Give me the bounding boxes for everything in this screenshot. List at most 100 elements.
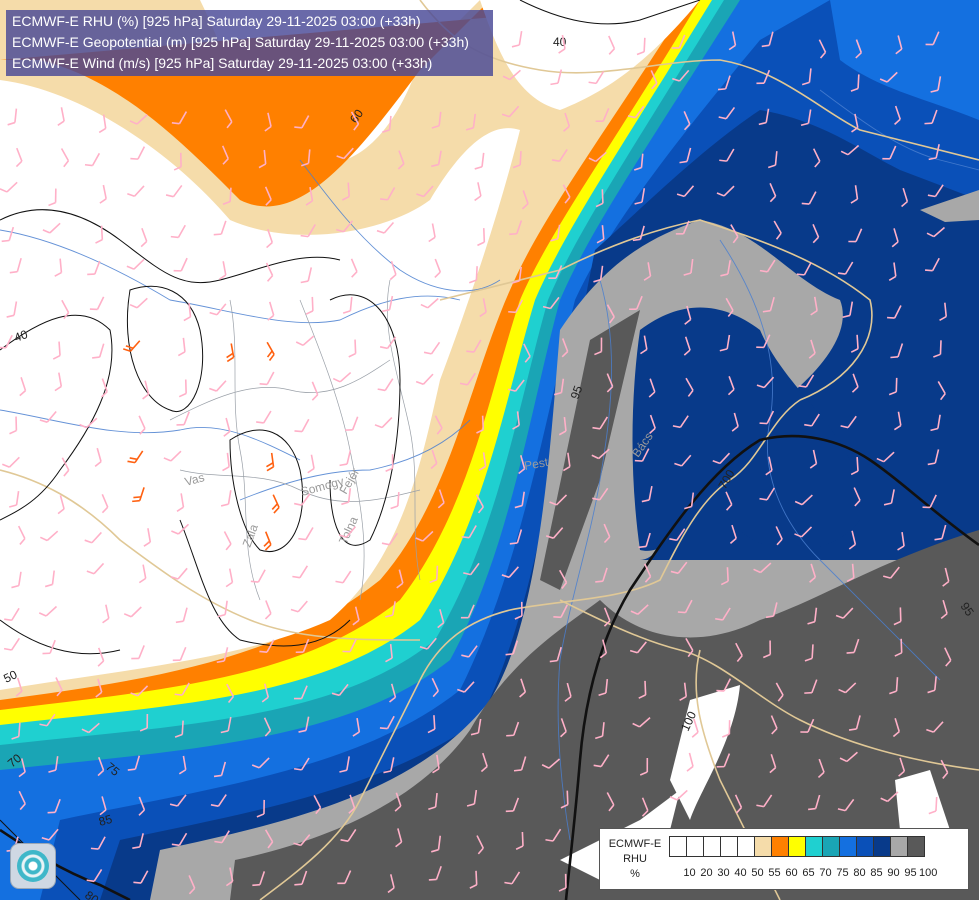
legend-caption: ECMWF-E RHU % [602, 837, 668, 882]
legend-tick: 80 [853, 867, 866, 879]
wind-barb [720, 567, 729, 586]
wind-barb [550, 224, 561, 242]
wind-barb [298, 527, 314, 541]
wind-barb [519, 678, 527, 698]
wind-barb [39, 530, 59, 542]
ecmwf-swirl-icon[interactable] [10, 843, 56, 889]
wind-barb [101, 378, 108, 398]
wind-barb [335, 570, 352, 584]
wind-barb [893, 607, 902, 626]
rhu-pocket-90-east [632, 307, 861, 551]
wind-barb [541, 758, 561, 769]
wind-barb [800, 718, 815, 733]
wind-barb [810, 296, 818, 316]
wind-barb [55, 677, 63, 697]
wind-barb [415, 373, 434, 386]
wind-barb [175, 607, 188, 624]
wind-barb [942, 567, 950, 587]
wind-barb [676, 185, 695, 198]
wind-barb [127, 755, 141, 771]
wind-barb [882, 145, 897, 160]
wind-barb [851, 113, 859, 133]
wind-barb [183, 302, 192, 322]
legend-swatch [720, 836, 738, 857]
wind-barb [593, 754, 610, 768]
wind-barb [672, 69, 690, 82]
wind-barb [352, 606, 360, 626]
wind-barb [222, 187, 232, 205]
wind-barb [850, 456, 859, 476]
wind-barb [592, 416, 609, 430]
wind-barb [267, 301, 275, 321]
wind-barb [523, 343, 531, 363]
wind-barb [562, 452, 571, 472]
wind-barb [674, 454, 692, 467]
wind-barb [264, 186, 272, 206]
wind-barb [853, 487, 861, 507]
wind-barb [174, 720, 184, 738]
wind-barb [928, 796, 938, 815]
wind-barb [165, 184, 183, 198]
wind-barb [756, 376, 775, 389]
wind-barb [99, 184, 107, 204]
wind-barb [759, 487, 776, 501]
wind-barb [54, 372, 63, 392]
wind-barb [716, 753, 731, 768]
wind-barb [415, 530, 434, 542]
wind-barb [679, 682, 688, 702]
wind-barb [463, 562, 480, 576]
wind-barb [548, 265, 563, 280]
wind-barb [174, 682, 190, 696]
wind-barb [340, 829, 357, 842]
wind-barb [298, 716, 310, 733]
wind-barb [591, 448, 610, 460]
wind-barb [502, 69, 521, 81]
wind-barb [926, 721, 944, 733]
wind-barb [756, 334, 771, 349]
wind-barb [79, 417, 98, 429]
wind-barb [38, 605, 58, 617]
wind-barb [90, 836, 106, 850]
wind-barb [511, 266, 522, 284]
wind-barb [4, 607, 20, 622]
wind-barb [263, 717, 272, 737]
wind-barb [251, 757, 270, 769]
wind-barb [44, 570, 55, 588]
wind-barb [683, 258, 694, 276]
wind-barb [515, 831, 524, 850]
wind-barb [893, 411, 902, 431]
wind-barb [95, 678, 103, 698]
wind-barb [420, 297, 439, 309]
wind-barb [633, 153, 644, 171]
wind-barb [469, 870, 478, 889]
wind-barb [256, 410, 272, 424]
wind-barb [890, 343, 904, 359]
legend-swatch [822, 836, 840, 857]
place-label-pest: Pest [523, 455, 550, 473]
wind-barb [731, 412, 739, 432]
wind-barb [9, 491, 20, 508]
wind-barb [461, 645, 478, 658]
wind-barb [684, 305, 692, 325]
wind-barb [542, 296, 560, 310]
wind-barb [52, 341, 61, 360]
wind-barb [937, 381, 946, 401]
wind-barb [551, 149, 568, 162]
wind-barb [101, 493, 109, 514]
wind-barb [126, 258, 145, 270]
wind-barb [300, 224, 316, 238]
wind-barb [770, 715, 778, 735]
wind-barb [627, 105, 645, 119]
wind-barb [518, 455, 526, 475]
wind-barb [734, 794, 743, 814]
wind-barb [812, 224, 820, 244]
wind-barb [894, 105, 901, 125]
wind-barb [11, 722, 21, 740]
wind-barb [549, 494, 568, 506]
wind-barb [769, 183, 777, 203]
wind-barb [684, 492, 695, 510]
wind-barb [42, 639, 56, 655]
wind-barb [595, 722, 605, 740]
legend-swatch [788, 836, 806, 857]
